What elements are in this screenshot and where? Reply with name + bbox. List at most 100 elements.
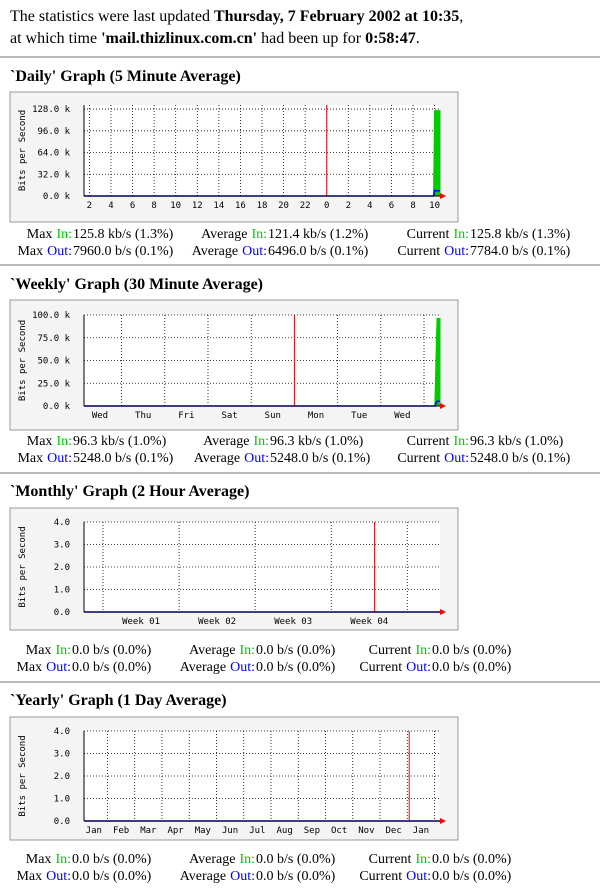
y-tick-label: 100.0 k xyxy=(32,311,71,321)
stat-direction: In: xyxy=(251,227,267,242)
stat-label: Average xyxy=(192,244,238,259)
stat-direction: In: xyxy=(415,852,431,867)
stat-value: 0.0 b/s (0.0%) xyxy=(432,643,512,658)
section-title: `Yearly' Graph (1 Day Average) xyxy=(10,692,227,709)
x-tick-label: 10 xyxy=(429,201,440,211)
x-tick-label: May xyxy=(195,826,212,836)
axis-arrow xyxy=(440,609,446,615)
x-tick-label: Apr xyxy=(167,826,184,836)
x-tick-label: Thu xyxy=(135,411,151,421)
y-tick-label: 0.0 xyxy=(54,608,70,618)
x-tick-label: 0 xyxy=(324,201,329,211)
x-tick-label: Sep xyxy=(304,826,320,836)
x-tick-label: 12 xyxy=(192,201,203,211)
x-tick-label: 8 xyxy=(410,201,415,211)
stat-label: Current xyxy=(359,660,402,675)
x-tick-label: Jun xyxy=(222,826,238,836)
y-tick-label: 1.0 xyxy=(54,795,70,805)
stat-value: 7784.0 b/s (0.1%) xyxy=(470,244,571,259)
stat-label: Max xyxy=(27,434,53,449)
stat-value: 0.0 b/s (0.0%) xyxy=(256,869,336,884)
stat-label: Current xyxy=(407,227,450,242)
stat-label: Current xyxy=(369,852,412,867)
x-tick-label: 6 xyxy=(389,201,394,211)
stat-direction: In: xyxy=(239,852,255,867)
stat-value: 0.0 b/s (0.0%) xyxy=(72,660,152,675)
stat-value: 0.0 b/s (0.0%) xyxy=(432,869,512,884)
stat-value: 0.0 b/s (0.0%) xyxy=(256,643,336,658)
stat-value: 0.0 b/s (0.0%) xyxy=(72,852,152,867)
stat-label: Current xyxy=(407,434,450,449)
stat-direction: In: xyxy=(415,643,431,658)
stat-direction: Out: xyxy=(444,244,469,259)
stat-direction: In: xyxy=(56,227,72,242)
stat-direction: In: xyxy=(239,643,255,658)
stat-label: Max xyxy=(26,852,52,867)
axis-arrow xyxy=(440,818,446,824)
stat-label: Max xyxy=(16,660,42,675)
x-tick-label: Jan xyxy=(86,826,102,836)
stat-direction: Out: xyxy=(46,869,71,884)
stat-direction: In: xyxy=(55,852,71,867)
stat-direction: Out: xyxy=(230,869,255,884)
y-tick-label: 50.0 k xyxy=(37,357,70,367)
stat-label: Average xyxy=(189,852,235,867)
stat-direction: In: xyxy=(453,434,469,449)
y-axis-label: Bits per Second xyxy=(18,526,28,607)
y-axis-label: Bits per Second xyxy=(18,735,28,816)
y-tick-label: 0.0 xyxy=(54,817,70,827)
y-tick-label: 2.0 xyxy=(54,563,70,573)
stat-direction: Out: xyxy=(244,451,269,466)
stat-label: Average xyxy=(189,643,235,658)
x-tick-label: 10 xyxy=(170,201,181,211)
stat-label: Current xyxy=(397,451,440,466)
x-tick-label: 16 xyxy=(235,201,246,211)
stat-direction: Out: xyxy=(230,660,255,675)
x-tick-label: 2 xyxy=(346,201,351,211)
x-tick-label: Sun xyxy=(265,411,281,421)
y-tick-label: 0.0 k xyxy=(43,192,71,202)
x-tick-label: Jan xyxy=(413,826,429,836)
x-tick-label: Tue xyxy=(351,411,367,421)
y-tick-label: 4.0 xyxy=(54,518,70,528)
y-tick-label: 128.0 k xyxy=(32,105,71,115)
stat-label: Average xyxy=(180,660,226,675)
stat-direction: In: xyxy=(253,434,269,449)
x-tick-label: Week 03 xyxy=(274,617,312,627)
stat-label: Current xyxy=(397,244,440,259)
status-header: The statistics were last updated Thursda… xyxy=(10,6,463,50)
x-tick-label: Wed xyxy=(394,411,410,421)
x-tick-label: 22 xyxy=(300,201,311,211)
y-tick-label: 2.0 xyxy=(54,772,70,782)
x-tick-label: Dec xyxy=(386,826,402,836)
stat-direction: Out: xyxy=(242,244,267,259)
x-tick-label: Mon xyxy=(308,411,324,421)
host: 'mail.thizlinux.com.cn' xyxy=(101,30,258,47)
stat-direction: Out: xyxy=(47,244,72,259)
stat-value: 0.0 b/s (0.0%) xyxy=(432,852,512,867)
y-tick-label: 75.0 k xyxy=(37,334,70,344)
stat-value: 0.0 b/s (0.0%) xyxy=(256,852,336,867)
updated-time: Thursday, 7 February 2002 at 10:35 xyxy=(213,8,460,25)
x-tick-label: 18 xyxy=(257,201,268,211)
x-tick-label: 14 xyxy=(213,201,224,211)
x-tick-label: 6 xyxy=(130,201,135,211)
section-title: `Monthly' Graph (2 Hour Average) xyxy=(10,483,249,500)
stat-value: 5248.0 b/s (0.1%) xyxy=(470,451,571,466)
x-tick-label: Sat xyxy=(221,411,237,421)
x-tick-label: Mar xyxy=(140,826,157,836)
x-tick-label: Wed xyxy=(92,411,108,421)
y-tick-label: 25.0 k xyxy=(37,379,70,389)
x-tick-label: Aug xyxy=(276,826,292,836)
y-axis-label: Bits per Second xyxy=(18,320,28,401)
y-tick-label: 4.0 xyxy=(54,727,70,737)
x-tick-label: 4 xyxy=(108,201,113,211)
stat-value: 6496.0 b/s (0.1%) xyxy=(268,244,369,259)
stat-value: 5248.0 b/s (0.1%) xyxy=(73,451,174,466)
stat-label: Max xyxy=(27,227,53,242)
stat-label: Max xyxy=(16,869,42,884)
section-title: `Weekly' Graph (30 Minute Average) xyxy=(10,276,263,293)
stat-direction: In: xyxy=(55,643,71,658)
stat-label: Average xyxy=(194,451,240,466)
